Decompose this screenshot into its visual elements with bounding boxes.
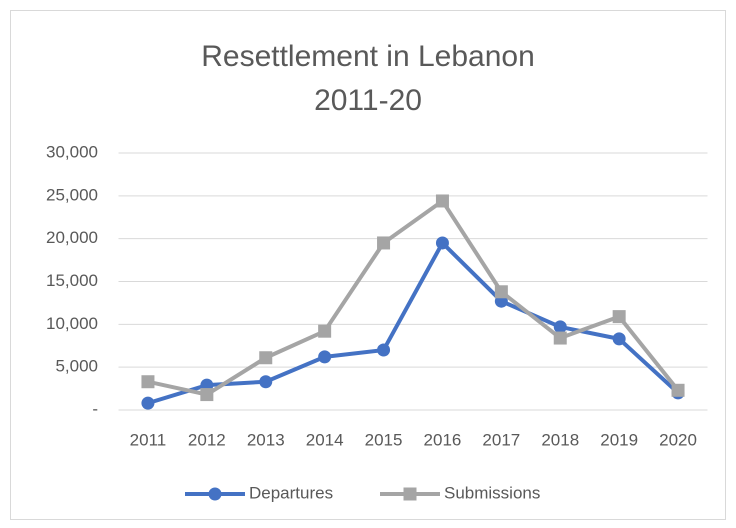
y-tick-label: - xyxy=(92,399,98,418)
series-line xyxy=(147,198,680,397)
marker xyxy=(141,396,155,410)
x-tick-label: 2016 xyxy=(424,430,462,449)
marker xyxy=(377,236,391,250)
marker xyxy=(259,351,273,365)
marker xyxy=(141,375,155,389)
x-tick-label: 2018 xyxy=(541,430,579,449)
marker xyxy=(200,388,214,402)
y-tick-label: 20,000 xyxy=(46,228,98,247)
y-tick-label: 15,000 xyxy=(46,271,98,290)
marker xyxy=(435,236,449,250)
x-tick-label: 2011 xyxy=(130,430,167,449)
marker xyxy=(553,331,567,345)
legend-label: Submissions xyxy=(444,483,540,502)
marker xyxy=(377,343,391,357)
chart-title: 2011-20 xyxy=(314,84,422,117)
x-tick-label: 2020 xyxy=(659,430,697,449)
series-line xyxy=(147,240,680,406)
legend-label: Departures xyxy=(249,483,333,502)
legend-marker xyxy=(208,487,222,501)
x-tick-label: 2012 xyxy=(188,430,226,449)
x-tick-label: 2015 xyxy=(365,430,403,449)
marker xyxy=(612,310,626,324)
x-tick-label: 2014 xyxy=(306,430,344,449)
x-tick-label: 2019 xyxy=(600,430,638,449)
y-tick-label: 30,000 xyxy=(46,142,98,161)
marker xyxy=(494,285,508,299)
marker xyxy=(435,194,449,208)
legend-marker xyxy=(403,487,417,501)
y-tick-label: 5,000 xyxy=(55,357,98,376)
marker xyxy=(318,324,332,338)
chart-title: Resettlement in Lebanon xyxy=(201,40,535,73)
marker xyxy=(259,375,273,389)
marker xyxy=(318,350,332,364)
marker xyxy=(553,320,567,334)
y-tick-label: 10,000 xyxy=(46,314,98,333)
y-tick-label: 25,000 xyxy=(46,185,98,204)
marker xyxy=(612,332,626,346)
x-tick-label: 2017 xyxy=(482,430,520,449)
x-tick-label: 2013 xyxy=(247,430,285,449)
marker xyxy=(671,383,685,397)
